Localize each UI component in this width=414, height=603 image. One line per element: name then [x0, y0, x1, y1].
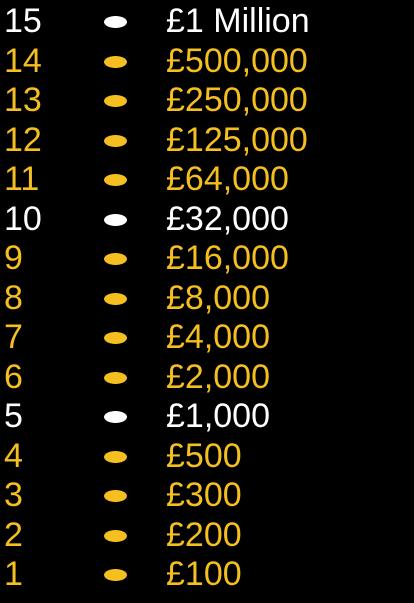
rung-prize: £500 — [166, 436, 242, 475]
rung-level: 9 — [4, 239, 23, 277]
rung-level: 5 — [4, 397, 23, 435]
rung-level: 7 — [4, 318, 23, 356]
lifeline-dot-icon — [104, 371, 127, 384]
rung-prize: £1 Million — [166, 2, 310, 40]
ladder-rung-5: 5 £1,000 — [0, 397, 414, 437]
rung-level: 4 — [4, 436, 23, 475]
rung-level: 3 — [4, 476, 23, 514]
rung-prize: £2,000 — [166, 357, 270, 396]
ladder-rung-6: 6 £2,000 — [0, 358, 414, 398]
lifeline-dot-icon — [104, 213, 127, 226]
lifeline-dot-icon — [104, 134, 127, 147]
rung-prize: £200 — [166, 515, 242, 554]
rung-level: 2 — [4, 515, 23, 554]
lifeline-dot-icon — [104, 292, 127, 305]
ladder-rung-8: 8 £8,000 — [0, 279, 414, 319]
rung-prize: £4,000 — [166, 318, 270, 356]
rung-level: 8 — [4, 278, 23, 317]
rung-level: 11 — [4, 160, 40, 198]
lifeline-dot-icon — [104, 490, 127, 502]
lifeline-dot-icon — [104, 450, 127, 463]
lifeline-dot-icon — [104, 332, 127, 344]
ladder-rung-3: 3 £300 — [0, 476, 414, 516]
rung-prize: £100 — [166, 555, 242, 593]
lifeline-dot-icon — [104, 529, 127, 542]
ladder-rung-4: 4 £500 — [0, 437, 414, 477]
rung-prize: £250,000 — [166, 81, 308, 119]
lifeline-dot-icon — [104, 411, 127, 423]
lifeline-dot-icon — [104, 55, 127, 68]
rung-level: 14 — [4, 41, 42, 80]
rung-prize: £500,000 — [166, 41, 308, 80]
rung-prize: £300 — [166, 476, 242, 514]
rung-level: 6 — [4, 357, 23, 396]
ladder-rung-12: 12 £125,000 — [0, 121, 414, 161]
rung-level: 15 — [4, 2, 42, 40]
rung-prize: £16,000 — [166, 239, 289, 277]
lifeline-dot-icon — [104, 16, 127, 28]
ladder-rung-15: 15 £1 Million — [0, 2, 414, 42]
lifeline-dot-icon — [104, 569, 127, 581]
ladder-rung-9: 9 £16,000 — [0, 239, 414, 279]
rung-prize: £8,000 — [166, 278, 270, 317]
rung-prize: £64,000 — [166, 160, 289, 198]
ladder-rung-13: 13 £250,000 — [0, 81, 414, 121]
rung-prize: £125,000 — [166, 120, 308, 159]
ladder-rung-7: 7 £4,000 — [0, 318, 414, 358]
ladder-rung-10: 10 £32,000 — [0, 200, 414, 240]
lifeline-dot-icon — [104, 95, 127, 107]
rung-level: 13 — [4, 81, 42, 119]
lifeline-dot-icon — [104, 174, 127, 186]
rung-prize: £32,000 — [166, 199, 289, 238]
ladder-rung-1: 1 £100 — [0, 555, 414, 595]
rung-level: 12 — [4, 120, 42, 159]
ladder-rung-14: 14 £500,000 — [0, 42, 414, 82]
rung-prize: £1,000 — [166, 397, 270, 435]
lifeline-dot-icon — [104, 253, 127, 265]
ladder-rung-2: 2 £200 — [0, 516, 414, 556]
rung-level: 1 — [4, 555, 23, 593]
rung-level: 10 — [4, 199, 42, 238]
ladder-rung-11: 11 £64,000 — [0, 160, 414, 200]
